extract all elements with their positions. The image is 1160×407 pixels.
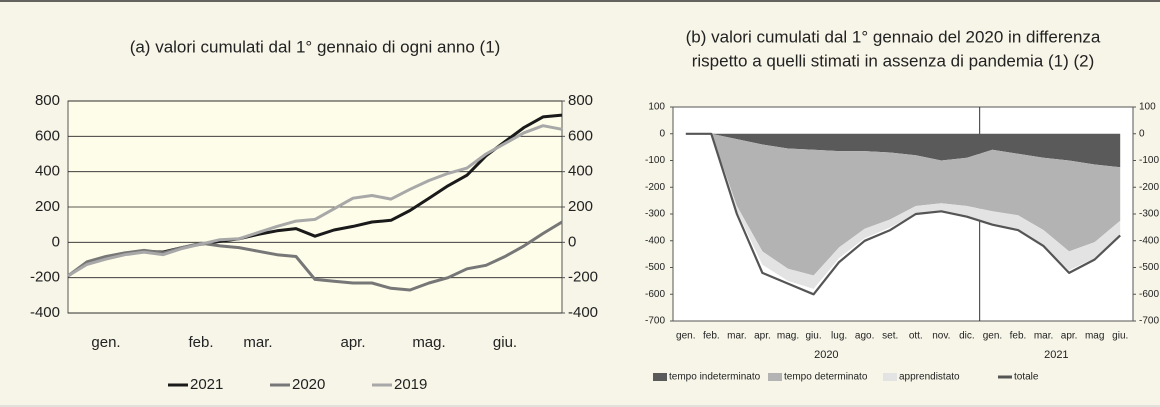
x-tick-label: apr. (340, 334, 365, 351)
x-tick-label: mar. (1034, 331, 1053, 342)
legend-swatch (653, 373, 667, 381)
x-tick-label: feb. (188, 334, 213, 351)
y-tick-label: -700 (645, 316, 665, 327)
x-tick-label: feb. (1010, 331, 1027, 342)
legend-label: tempo indeterminato (669, 372, 761, 383)
x-tick-label: ago. (855, 331, 874, 342)
y2-tick-label: -300 (1139, 209, 1159, 220)
x-tick-label: mag. (412, 334, 445, 351)
x-tick-label: apr. (1061, 331, 1078, 342)
y2-tick-label: -700 (1139, 316, 1159, 327)
y-tick-label: 400 (35, 163, 60, 180)
y2-tick-label: 400 (568, 163, 593, 180)
legend-label: 2021 (190, 376, 223, 393)
x-tick-label: apr. (754, 331, 771, 342)
x-tick-label: mar. (727, 331, 746, 342)
y2-tick-label: -200 (1139, 182, 1159, 193)
x-tick-label: giu. (1112, 331, 1128, 342)
x-tick-label: giu. (805, 331, 821, 342)
x-tick-label: set. (882, 331, 898, 342)
y2-tick-label: 0 (1139, 128, 1145, 139)
series-area (685, 133, 1121, 276)
legend-label: apprendistato (899, 372, 960, 383)
y-tick-label: -600 (645, 289, 665, 300)
x-tick-label: mag (1085, 331, 1104, 342)
x-tick-label: nov. (932, 331, 950, 342)
y2-tick-label: -600 (1139, 289, 1159, 300)
series-line (67, 124, 563, 278)
x-tick-label: mar. (243, 334, 272, 351)
y2-tick-label: 800 (568, 92, 593, 109)
chart-title: rispetto a quelli stimati in assenza di … (692, 51, 1095, 70)
legend-label: 2019 (394, 376, 427, 393)
y-tick-label: -400 (645, 235, 665, 246)
series-line (67, 220, 563, 292)
chart-title: (a) valori cumulati dal 1° gennaio di og… (130, 37, 501, 56)
legend-label: tempo determinato (784, 372, 868, 383)
y-tick-label: 0 (52, 233, 60, 250)
x-tick-label: feb. (703, 331, 720, 342)
series-area (685, 133, 1121, 168)
x-tick-label: lug. (831, 331, 847, 342)
y-tick-label: -100 (645, 155, 665, 166)
legend-swatch (883, 373, 897, 381)
x-tick-label: gen. (91, 334, 120, 351)
y-tick-label: -300 (645, 209, 665, 220)
x-tick-label: mag. (777, 331, 799, 342)
y2-tick-label: 100 (1139, 102, 1156, 113)
x-tick-label: dic. (959, 331, 975, 342)
legend-label: 2020 (292, 376, 325, 393)
y2-tick-label: -500 (1139, 262, 1159, 273)
x-tick-label: ott. (909, 331, 923, 342)
y2-tick-label: 0 (568, 233, 576, 250)
y2-tick-label: -400 (1139, 235, 1159, 246)
y2-tick-label: 600 (568, 127, 593, 144)
legend-label: totale (1014, 372, 1039, 383)
chart-title: (b) valori cumulati dal 1° gennaio del 2… (686, 27, 1101, 46)
y2-tick-label: -100 (1139, 155, 1159, 166)
y-tick-label: 0 (659, 128, 665, 139)
y-tick-label: 600 (35, 127, 60, 144)
y-tick-label: -200 (30, 269, 60, 286)
y-tick-label: -200 (645, 182, 665, 193)
y2-tick-label: -400 (568, 304, 598, 321)
y-tick-label: -500 (645, 262, 665, 273)
x-tick-label: gen. (676, 331, 695, 342)
x-tick-label: giu. (493, 334, 517, 351)
y2-tick-label: 200 (568, 198, 593, 215)
y-tick-label: 200 (35, 198, 60, 215)
y-tick-label: 100 (648, 102, 665, 113)
year-label: 2021 (1044, 349, 1068, 361)
y2-tick-label: -200 (568, 269, 598, 286)
y-tick-label: -400 (30, 304, 60, 321)
legend-swatch (768, 373, 782, 381)
y-tick-label: 800 (35, 92, 60, 109)
x-tick-label: gen. (983, 331, 1002, 342)
year-label: 2020 (814, 349, 838, 361)
series-line (685, 132, 1121, 296)
